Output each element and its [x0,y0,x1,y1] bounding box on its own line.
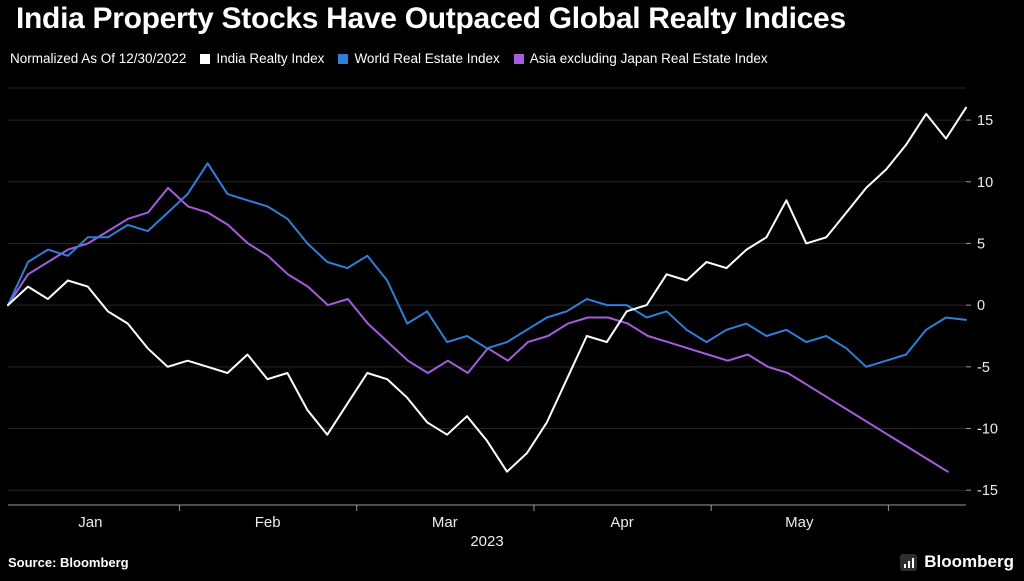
legend-items: India Realty Index World Real Estate Inde… [200,51,768,66]
series-line-india-realty-index [7,106,967,473]
x-month-label: May [785,514,814,531]
chart-title: India Property Stocks Have Outpaced Glob… [16,2,846,35]
bloomberg-logo-text: Bloomberg [924,552,1014,571]
legend-item: Asia excluding Japan Real Estate Index [513,51,768,66]
legend-note: Normalized As Of 12/30/2022 [10,51,187,66]
legend-item-label: World Real Estate Index [354,51,500,66]
y-tick-label: 5 [977,236,985,252]
source-label: Source: Bloomberg [8,554,129,570]
legend-swatch [338,53,349,64]
legend-item-label: India Realty Index [216,51,325,66]
legend-item: World Real Estate Index [338,51,500,66]
x-month-label: Mar [432,514,458,531]
bloomberg-logo: Bloomberg [900,552,1014,572]
legend-item-label: Asia excluding Japan Real Estate Index [529,51,768,66]
x-year-label: 2023 [470,533,503,550]
y-tick-label: -5 [977,360,990,376]
bloomberg-logo-icon [900,553,918,571]
y-tick-label: 15 [977,113,993,129]
x-month-label: Apr [610,514,633,531]
x-month-label: Jan [78,514,102,531]
legend: Normalized As Of 12/30/2022 India Realty… [10,51,768,66]
legend-swatch [513,53,524,64]
series-line-asia-excluding-japan-real-estate-index [7,186,949,473]
legend-swatch [200,53,211,64]
y-tick-label: 0 [977,298,985,314]
y-tick-label: 10 [977,175,993,191]
footer: Source: Bloomberg Bloomberg [8,552,1014,572]
x-month-label: Feb [255,514,281,531]
legend-item: India Realty Index [200,51,324,66]
series-line-world-real-estate-index [7,162,967,368]
y-tick-label: -15 [977,483,998,499]
y-tick-label: -10 [977,422,998,438]
